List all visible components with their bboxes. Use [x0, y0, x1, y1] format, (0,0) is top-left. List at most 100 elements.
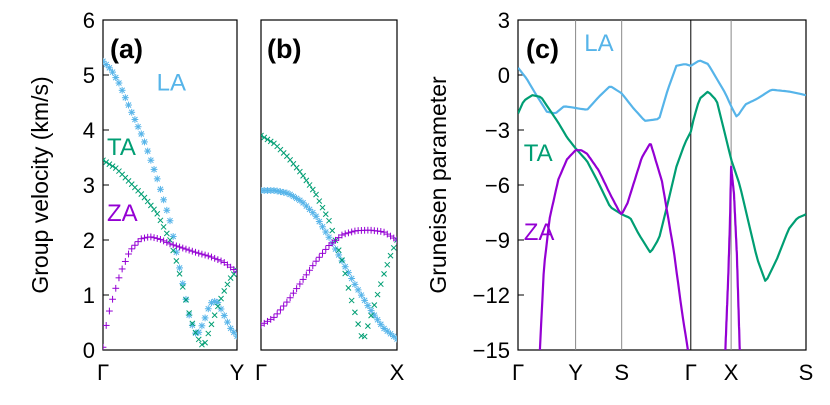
data-point: [224, 281, 231, 288]
data-point: [277, 306, 284, 314]
data-point: [325, 233, 333, 241]
data-point: [176, 243, 183, 251]
data-point: [131, 116, 139, 123]
data-point: [167, 237, 173, 243]
y-tick-label: 5: [83, 63, 95, 88]
data-point: [170, 247, 177, 254]
data-point: [218, 295, 224, 302]
plot-area: [261, 132, 397, 343]
data-point: [306, 266, 313, 274]
data-point: [293, 285, 301, 292]
data-point: [377, 281, 384, 288]
series-LA-points: [261, 187, 397, 343]
data-point: [319, 223, 326, 231]
data-point: [201, 251, 209, 259]
data-point: [147, 233, 155, 241]
data-point: [233, 332, 237, 340]
data-point: [192, 248, 199, 256]
panel-a-ylabel: Group velocity (km/s): [27, 76, 53, 293]
data-point: [302, 271, 310, 279]
data-point: [169, 241, 177, 249]
data-point: [214, 256, 222, 264]
data-point: [377, 228, 385, 235]
data-point: [103, 157, 106, 164]
data-point: [109, 163, 116, 170]
data-point: [220, 312, 228, 319]
data-point: [172, 248, 180, 256]
data-point: [160, 196, 168, 204]
data-point: [315, 253, 323, 261]
series-ZA-line: [538, 143, 689, 350]
data-point: [286, 294, 294, 302]
data-point: [335, 247, 342, 254]
data-point: [390, 244, 397, 251]
data-point: [261, 132, 264, 139]
data-point: [125, 101, 132, 109]
data-point: [326, 217, 332, 224]
data-point: [214, 299, 222, 306]
data-point: [188, 247, 196, 255]
data-point: [364, 323, 371, 329]
data-point: [182, 245, 190, 253]
data-point: [351, 280, 359, 288]
data-point: [189, 320, 196, 327]
data-point: [368, 312, 374, 319]
data-point: [112, 74, 120, 81]
data-point: [163, 238, 171, 246]
panel-c-ylabel: Gruneisen parameter: [425, 76, 451, 294]
data-point: [374, 316, 381, 324]
data-point: [198, 250, 206, 258]
data-point: [176, 270, 183, 277]
y-tick-label: −9: [485, 228, 510, 253]
data-point: [131, 241, 139, 249]
data-point: [192, 329, 199, 336]
data-point: [121, 258, 129, 265]
data-point: [157, 185, 164, 193]
data-point: [322, 228, 330, 236]
data-point: [202, 339, 208, 346]
x-tick-label: Γ: [685, 360, 697, 385]
data-point: [303, 177, 310, 184]
data-point: [147, 156, 155, 164]
data-point: [348, 275, 356, 282]
data-point: [151, 206, 157, 213]
data-point: [313, 191, 319, 198]
data-point: [264, 136, 271, 143]
data-point: [329, 227, 336, 234]
data-point: [115, 79, 123, 87]
data-point: [128, 108, 136, 116]
data-point: [374, 291, 381, 298]
data-point: [183, 297, 189, 303]
panel-b-frame: [260, 19, 398, 351]
data-point: [128, 245, 136, 253]
mode-label-ZA: ZA: [524, 219, 555, 246]
data-point: [364, 302, 372, 310]
data-point: [393, 236, 397, 244]
data-point: [289, 289, 297, 297]
data-point: [163, 230, 170, 237]
y-tick-label: 0: [498, 63, 510, 88]
y-tick-label: 1: [83, 283, 95, 308]
data-point: [354, 286, 362, 294]
data-point: [154, 210, 161, 217]
data-point: [121, 94, 129, 102]
data-point: [319, 204, 326, 211]
data-point: [280, 302, 288, 310]
data-point: [312, 212, 320, 220]
data-point: [163, 206, 171, 214]
mode-label-TA: TA: [107, 134, 136, 161]
data-point: [150, 166, 158, 173]
mode-label-TA: TA: [524, 140, 553, 167]
data-point: [153, 175, 161, 183]
data-point: [118, 86, 126, 94]
data-point: [341, 263, 349, 271]
data-point: [185, 246, 193, 254]
data-point: [267, 138, 274, 145]
data-point: [118, 265, 126, 273]
x-tick-label: X: [390, 360, 405, 385]
data-point: [387, 252, 394, 259]
x-tick-label: S: [799, 360, 814, 385]
mode-label-LA: LA: [157, 69, 186, 96]
